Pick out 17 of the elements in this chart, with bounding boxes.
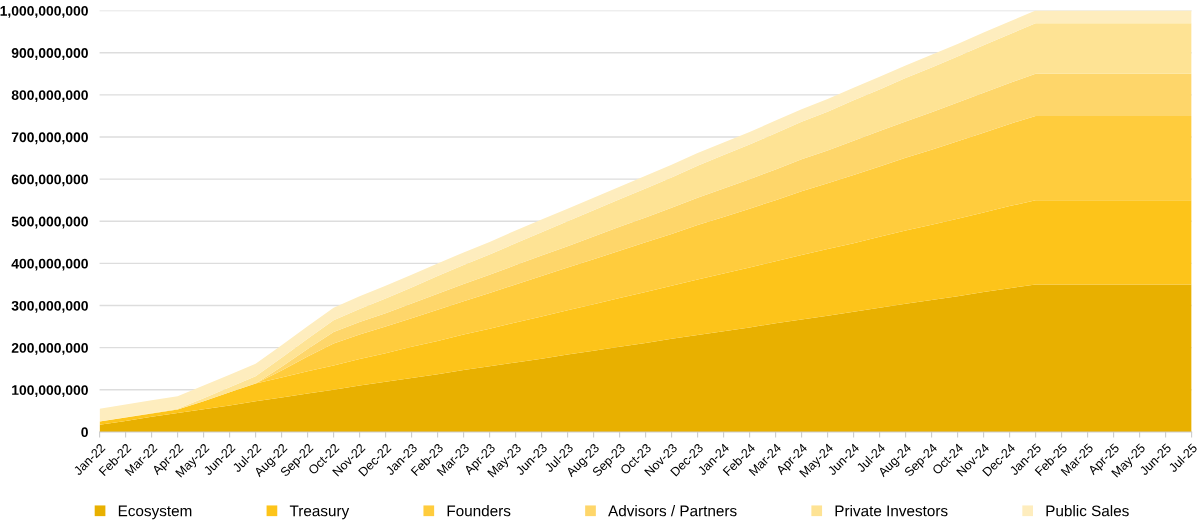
y-tick-label: 400,000,000 <box>11 258 88 271</box>
legend-label: Advisors / Partners <box>608 505 737 517</box>
y-tick-label: 200,000,000 <box>11 343 88 355</box>
y-tick-label: 0 <box>81 427 88 438</box>
y-tick-label: 1,000,000,000 <box>0 5 88 18</box>
y-tick-label: 300,000,000 <box>11 300 88 313</box>
y-tick-label: 800,000,000 <box>11 90 88 103</box>
y-tick-label: 500,000,000 <box>11 216 88 229</box>
legend-label: Public Sales <box>1046 505 1129 517</box>
legend-label: Founders <box>447 505 511 517</box>
legend-label: Treasury <box>289 505 350 520</box>
legend-label: Ecosystem <box>118 505 192 520</box>
legend-label: Private Investors <box>835 505 948 517</box>
y-tick-label: 100,000,000 <box>12 385 88 397</box>
y-tick-label: 600,000,000 <box>11 174 88 187</box>
y-tick-label: 700,000,000 <box>11 132 88 145</box>
y-tick-label: 900,000,000 <box>11 48 88 60</box>
